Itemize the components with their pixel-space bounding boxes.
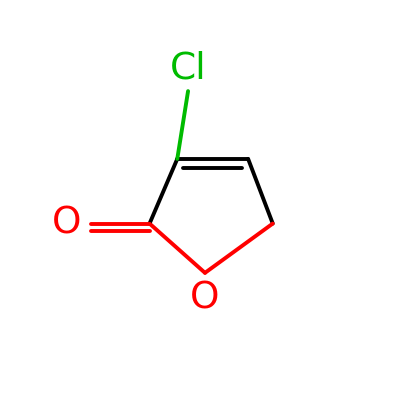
Text: Cl: Cl <box>170 50 206 86</box>
Text: O: O <box>190 280 220 316</box>
Text: O: O <box>52 206 82 242</box>
